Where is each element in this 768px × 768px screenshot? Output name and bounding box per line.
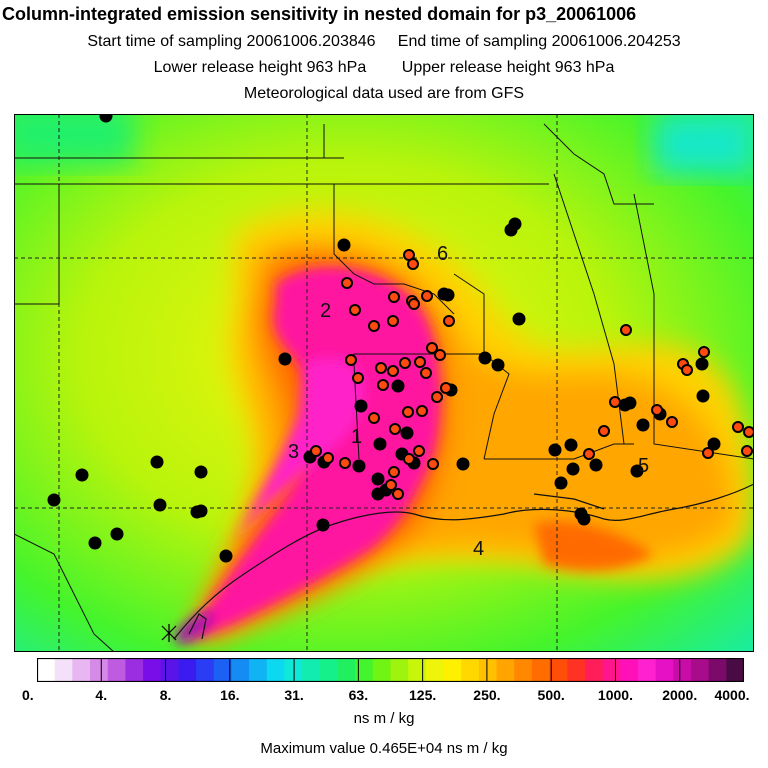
colorbar-cell [160,658,179,682]
map-label-1: 1 [351,426,362,448]
colorbar-tick-label: 16. [220,687,240,703]
colorbar-tick-label: 0. [22,687,34,703]
colorbar-cell [461,658,480,682]
colorbar-cell [266,658,285,682]
colorbar-cell [337,658,356,682]
highlighted-observation-points [310,249,754,500]
colorbar-cell [125,658,144,682]
figure-title: Column-integrated emission sensitivity i… [2,4,637,24]
colorbar-cell [514,658,533,682]
start-sampling-text: Start time of sampling 20061006.203846 [87,33,376,50]
colorbar-cell [408,658,427,682]
colorbar-cell [37,658,56,682]
map-label-5: 5 [638,455,649,477]
release-point-marker [161,624,177,642]
colorbar-cell [231,658,250,682]
upper-release-text: Upper release height 963 hPa [401,59,615,76]
colorbar-cell [478,658,498,682]
colorbar-tick-label: 125. [409,687,437,703]
sampling-times: Start time of sampling 20061006.203846 E… [0,33,768,51]
colorbar-cell [54,658,73,682]
colorbar-tick-label: 63. [348,687,369,703]
colorbar-cell [425,658,445,682]
lower-release-text: Lower release height 963 hPa [153,59,367,76]
colorbar-cell [567,658,586,682]
colorbar-cell [708,658,727,682]
map-label-4: 4 [473,538,484,560]
colorbar-cell [602,658,621,682]
colorbar-cell [655,658,674,682]
map-label-6: 6 [437,243,448,265]
colorbar-cell [107,658,126,682]
colorbar-tick-label: 8. [159,687,172,703]
coastline [173,483,754,640]
colorbar-cell [726,658,744,682]
colorbar-tick-label: 1000. [597,687,633,703]
colorbar-cell [584,658,604,682]
colorbar-cell [72,658,91,682]
colorbar-tick-label: 4000. [714,687,750,703]
colorbar-cell [690,658,710,682]
colorbar-tick-label: 250. [473,687,501,703]
end-sampling-text: End time of sampling 20061006.204253 [397,33,681,50]
colorbar-cell [496,658,515,682]
colorbar-cell [143,658,162,682]
colorbar-cell [196,658,215,682]
maximum-value-text: Maximum value 0.465E+04 ns m / kg [260,740,508,757]
map-label-2: 2 [320,300,331,322]
colorbar [37,658,744,682]
colorbar-cell [302,658,321,682]
colorbar-cell [549,658,568,682]
colorbar-tick-label: 31. [284,687,304,703]
colorbar-cell [213,658,232,682]
colorbar-cell [355,658,374,682]
colorbar-cell [637,658,657,682]
colorbar-cell [372,658,391,682]
colorbar-cell [443,658,462,682]
lat-lon-grid [14,114,754,652]
observation-points [47,114,721,563]
emission-sensitivity-map: 6 2 1 3 5 4 [14,114,754,652]
colorbar-cell [390,658,409,682]
colorbar-cell [249,658,268,682]
colorbar-cell [319,658,338,682]
colorbar-tick-label: 2000. [662,687,698,703]
release-heights: Lower release height 963 hPa Upper relea… [0,59,768,77]
colorbar-cell [178,658,197,682]
met-data-text: Meteorological data used are from GFS [243,85,525,102]
colorbar-cell [620,658,639,682]
colorbar-tick-label: 500. [537,687,565,703]
colorbar-cell [90,658,109,682]
colorbar-cell [673,658,692,682]
map-label-3: 3 [288,441,299,463]
colorbar-units: ns m / kg [353,710,415,727]
colorbar-tick-label: 4. [95,687,108,703]
colorbar-cell [531,658,551,682]
colorbar-cell [284,658,303,682]
